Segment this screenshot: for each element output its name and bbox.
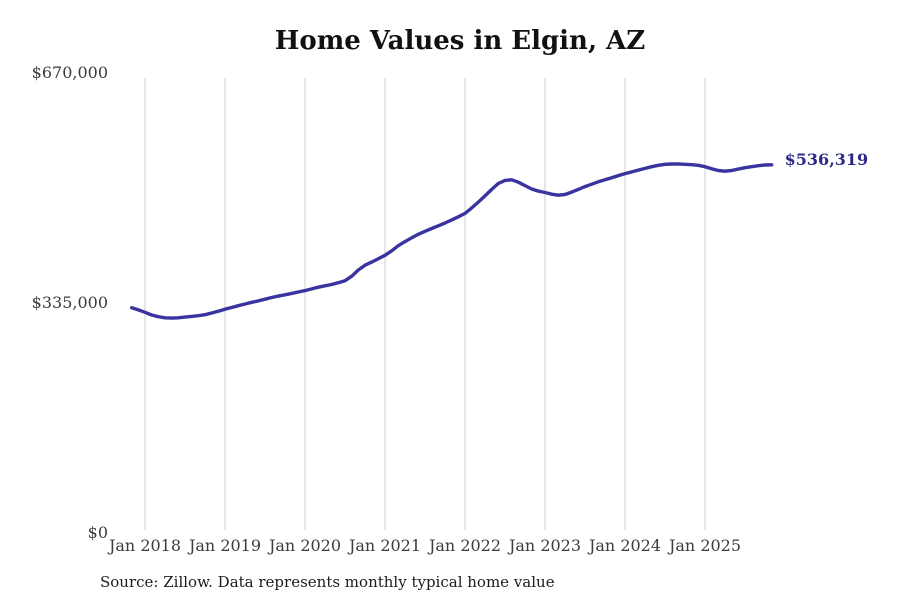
source-note: Source: Zillow. Data represents monthly … [100,573,555,591]
y-tick-label-0: $670,000 [31,63,108,82]
x-tick-label-2019: Jan 2019 [188,536,262,555]
y-tick-label-1: $335,000 [31,293,108,312]
y-tick-label-2: $0 [87,523,108,542]
chart-title: Home Values in Elgin, AZ [274,26,646,56]
x-tick-label-2023: Jan 2023 [508,536,582,555]
latest-value-label: $536,319 [784,149,869,169]
x-tick-label-2021: Jan 2021 [348,536,422,555]
x-tick-label-2018: Jan 2018 [108,536,182,555]
x-tick-label-2025: Jan 2025 [668,536,742,555]
x-tick-label-2024: Jan 2024 [588,536,662,555]
x-tick-label-2022: Jan 2022 [428,536,502,555]
x-tick-label-2020: Jan 2020 [268,536,342,555]
home-value-line [129,162,774,320]
